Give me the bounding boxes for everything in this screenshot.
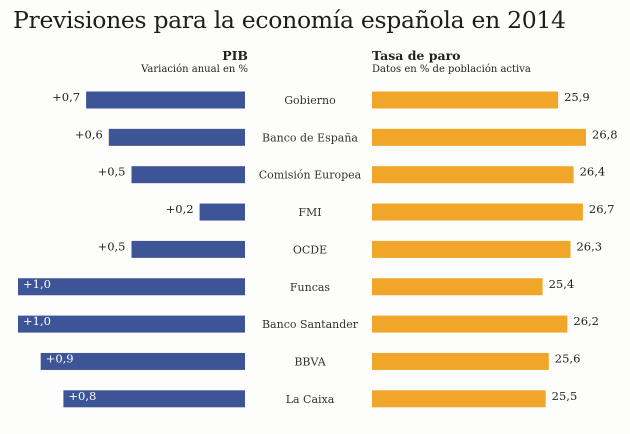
paro-value-label: 25,5 xyxy=(552,389,578,403)
pib-value-label: +0,8 xyxy=(68,389,96,403)
category-label: Comisión Europea xyxy=(259,169,362,182)
paro-bar xyxy=(372,240,571,258)
pib-panel-title: PIB xyxy=(222,48,248,63)
paro-panel-title: Tasa de paro xyxy=(372,48,461,63)
pib-value-label: +1,0 xyxy=(23,277,51,291)
paro-bar xyxy=(372,315,568,333)
paro-value-label: 26,4 xyxy=(580,165,606,179)
paro-bar xyxy=(372,128,586,146)
pib-value-label: +0,9 xyxy=(46,351,74,365)
paro-bar xyxy=(372,278,543,296)
pib-bar xyxy=(131,166,245,184)
paro-value-label: 26,8 xyxy=(592,127,618,141)
paro-value-label: 26,3 xyxy=(576,239,602,253)
paro-value-label: 26,2 xyxy=(573,314,599,328)
pib-bar xyxy=(18,278,245,296)
pib-bar xyxy=(40,352,246,370)
pib-bar xyxy=(131,240,245,258)
pib-bar xyxy=(18,315,245,333)
category-label: La Caixa xyxy=(286,393,335,406)
paro-panel-subtitle: Datos en % de población activa xyxy=(372,64,531,75)
pib-value-label: +0,5 xyxy=(98,165,126,179)
pib-bar xyxy=(63,390,246,408)
pib-bar xyxy=(108,128,245,146)
pib-value-label: +0,5 xyxy=(98,239,126,253)
chart-title: Previsiones para la economía española en… xyxy=(13,6,566,34)
paro-bar xyxy=(372,390,546,408)
pib-value-label: +0,2 xyxy=(166,202,194,216)
paro-bar xyxy=(372,352,549,370)
category-label: Funcas xyxy=(290,281,331,294)
paro-value-label: 25,6 xyxy=(555,351,581,365)
pib-value-label: +0,7 xyxy=(52,90,80,104)
category-label: Banco Santander xyxy=(262,318,359,331)
paro-bar xyxy=(372,203,583,221)
paro-bar xyxy=(372,91,559,109)
paro-value-label: 25,4 xyxy=(549,277,575,291)
paro-value-label: 26,7 xyxy=(589,202,615,216)
category-label: BBVA xyxy=(294,355,326,368)
paro-bar xyxy=(372,166,574,184)
pib-value-label: +0,6 xyxy=(75,127,103,141)
category-label: Banco de España xyxy=(262,131,358,144)
paro-value-label: 25,9 xyxy=(564,90,590,104)
pib-panel-subtitle: Variación anual en % xyxy=(141,64,248,75)
pib-bar xyxy=(199,203,245,221)
category-label: OCDE xyxy=(293,243,327,256)
pib-value-label: +1,0 xyxy=(23,314,51,328)
pib-bar xyxy=(86,91,245,109)
category-label: Gobierno xyxy=(284,94,336,107)
category-label: FMI xyxy=(298,206,321,219)
